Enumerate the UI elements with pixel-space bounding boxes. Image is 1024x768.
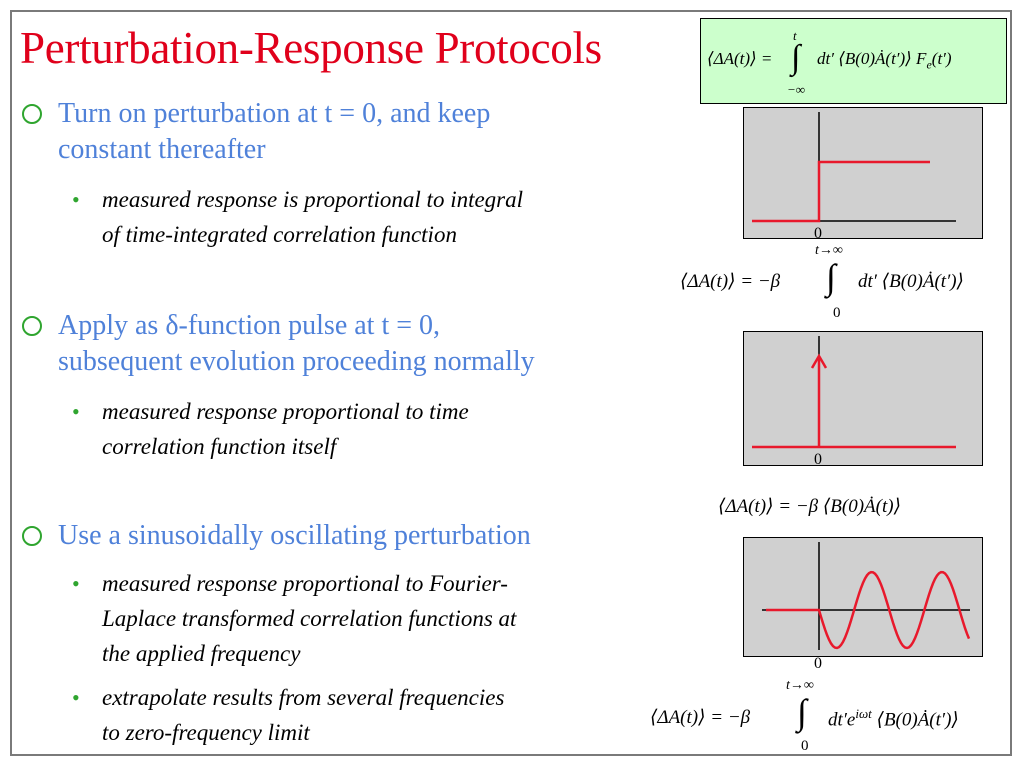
hollow-circle-icon: [22, 526, 42, 546]
eq-top-upper-limit: t: [793, 28, 797, 43]
bullet-2-line-1: Apply as δ-function pulse at t = 0,: [58, 310, 441, 341]
bullet-3-sub-2: • extrapolate results from several frequ…: [72, 680, 505, 750]
bullet-1-sub-1: • measured response is proportional to i…: [72, 182, 524, 252]
bullet-3-sub-1: • measured response proportional to Four…: [72, 566, 517, 671]
hollow-circle-icon: [22, 104, 42, 124]
eq-top-lhs: ⟨ΔA(t)⟩ =: [707, 49, 773, 68]
bullet-3-sub-2-line-2: to zero-frequency limit: [102, 720, 310, 745]
bullet-1-line-1: Turn on perturbation at t = 0, and keep: [58, 98, 491, 129]
eq-step-lower-limit: 0: [833, 305, 841, 321]
sine-response-plot: [743, 537, 983, 657]
pulse-response-plot: [743, 331, 983, 466]
bullet-dot-icon: •: [72, 399, 80, 424]
bullet-2-line-2: subsequent evolution proceeding normally: [58, 346, 535, 377]
eq-sine-upper-limit: t→∞: [786, 678, 814, 693]
eq-sine-lhs: ⟨ΔA(t)⟩ = −β: [650, 707, 751, 728]
bullet-1-line-2: constant thereafter: [58, 134, 266, 165]
step-zero-label: 0: [814, 225, 822, 242]
bullet-3-sub-2-line-1: extrapolate results from several frequen…: [102, 685, 505, 710]
step-curve: [752, 160, 930, 223]
sine-zero-label: 0: [814, 655, 822, 672]
sine-plot-svg: [762, 542, 971, 650]
bullet-2: Apply as δ-function pulse at t = 0, subs…: [22, 308, 535, 380]
integral-sign-icon: ∫: [826, 257, 836, 297]
slide-title: Perturbation-Response Protocols: [20, 23, 602, 73]
bullet-dot-icon: •: [72, 187, 80, 212]
bullet-3-sub-1-line-2: Laplace transformed correlation function…: [102, 606, 517, 631]
step-response-plot: [743, 107, 983, 239]
hollow-circle-icon: [22, 316, 42, 336]
eq-sine-lower-limit: 0: [801, 738, 809, 754]
bullet-3-line-1: Use a sinusoidally oscillating perturbat…: [58, 520, 531, 551]
eq-step-lhs: ⟨ΔA(t)⟩ = −β: [680, 271, 781, 292]
pulse-arrowhead: [810, 353, 828, 369]
eq-top-lower-limit: −∞: [787, 82, 806, 97]
bullet-3-sub-1-line-1: measured response proportional to Fourie…: [102, 571, 508, 596]
eq-sine-rhs: dt′eiωt ⟨B(0)Ȧ(t′)⟩: [828, 706, 959, 731]
eq-step-rhs: dt′ ⟨B(0)Ȧ(t′)⟩: [858, 271, 964, 292]
equation-pulse: ⟨ΔA(t)⟩ = −β ⟨B(0)Ȧ(t)⟩: [718, 496, 901, 517]
bullet-2-sub-1-line-2: correlation function itself: [102, 434, 337, 459]
bullet-dot-icon: •: [72, 571, 80, 596]
integral-sign-icon: ∫: [797, 692, 807, 732]
bullet-2-sub-1: • measured response proportional to time…: [72, 394, 469, 464]
integral-sign-icon: ∫: [791, 39, 801, 76]
eq-step-upper-limit: t→∞: [815, 243, 843, 258]
bullet-3-sub-1-line-3: the applied frequency: [102, 641, 301, 666]
pulse-zero-label: 0: [814, 451, 822, 468]
bullet-1-sub-1-line-1: measured response is proportional to int…: [102, 187, 524, 212]
bullet-3: Use a sinusoidally oscillating perturbat…: [22, 518, 531, 554]
sine-curve: [766, 570, 971, 650]
step-plot-svg: [752, 112, 956, 223]
pulse-plot-svg: [752, 336, 956, 449]
equation-box-top: ⟨ΔA(t)⟩ = t ∫ −∞ dt′ ⟨B(0)Ȧ(t′)⟩ Fe(t′): [700, 18, 1007, 104]
bullet-1-sub-1-line-2: of time-integrated correlation function: [102, 222, 457, 247]
bullet-1: Turn on perturbation at t = 0, and keep …: [22, 96, 491, 168]
eq-top-rhs: dt′ ⟨B(0)Ȧ(t′)⟩ Fe(t′): [817, 49, 952, 72]
bullet-dot-icon: •: [72, 685, 80, 710]
bullet-2-sub-1-line-1: measured response proportional to time: [102, 399, 469, 424]
